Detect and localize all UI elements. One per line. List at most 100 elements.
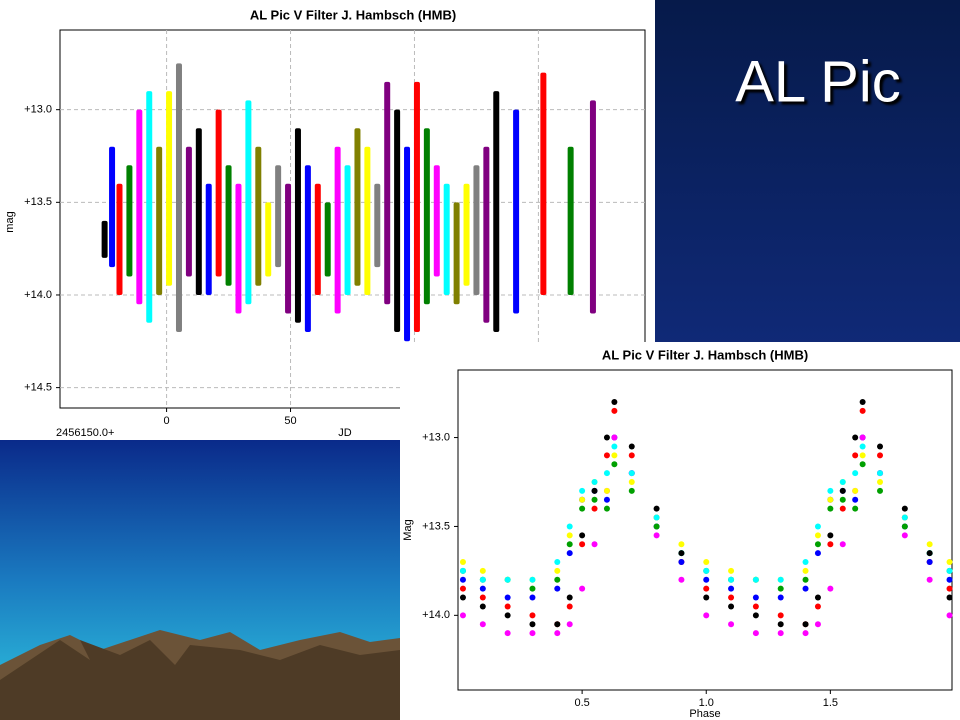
point — [603, 434, 610, 441]
point — [479, 603, 486, 610]
point — [529, 621, 536, 628]
chart-title: AL Pic V Filter J. Hambsch (HMB) — [602, 347, 808, 362]
point — [504, 594, 511, 601]
point — [839, 487, 846, 494]
range-bar — [354, 128, 361, 286]
point — [703, 612, 710, 619]
x-tick-label: 1.0 — [699, 697, 714, 709]
point — [678, 541, 685, 548]
point — [479, 585, 486, 592]
point — [777, 576, 784, 583]
x-tick-label: 0.5 — [574, 697, 589, 709]
point — [591, 479, 598, 485]
point — [591, 541, 598, 548]
point — [728, 621, 735, 628]
point — [802, 576, 809, 583]
point — [459, 594, 466, 601]
point — [459, 567, 466, 574]
range-bar — [453, 202, 460, 305]
range-bar — [215, 109, 222, 277]
range-bar — [116, 183, 123, 295]
point — [728, 576, 735, 583]
point — [877, 487, 884, 494]
point — [777, 594, 784, 601]
point — [728, 603, 735, 610]
range-bar — [344, 165, 351, 295]
mountain-shadow — [0, 640, 400, 720]
point — [529, 612, 536, 619]
range-bar — [413, 81, 420, 333]
point — [901, 505, 908, 512]
point — [554, 630, 561, 637]
y-tick-label: +14.5 — [24, 382, 52, 394]
point — [703, 576, 710, 583]
point — [901, 514, 908, 521]
point — [802, 630, 809, 637]
point — [752, 594, 759, 601]
y-tick-label: +13.0 — [24, 104, 52, 116]
range-bar — [334, 146, 341, 314]
point — [591, 496, 598, 503]
point — [678, 576, 685, 583]
y-tick-label: +14.0 — [422, 609, 450, 621]
point — [728, 594, 735, 601]
x-tick-label: 0 — [164, 415, 170, 427]
point — [603, 496, 610, 503]
x-tick-label: 1.5 — [823, 697, 838, 709]
point — [839, 505, 846, 512]
point — [752, 630, 759, 637]
point — [566, 541, 573, 548]
point — [459, 585, 466, 592]
point — [852, 470, 859, 477]
point — [579, 487, 586, 494]
point — [554, 585, 561, 592]
point — [554, 567, 561, 574]
point — [852, 452, 859, 459]
point — [877, 443, 884, 450]
point — [603, 452, 610, 459]
point — [611, 399, 618, 405]
y-tick-label: +13.0 — [422, 431, 450, 443]
range-bar — [109, 146, 116, 268]
range-bar — [433, 165, 440, 277]
point — [814, 594, 821, 601]
range-bar — [483, 146, 490, 323]
chart-2: AL Pic V Filter J. Hambsch (HMB) Mag Pha… — [400, 342, 960, 720]
y-axis-label: Mag — [402, 519, 414, 540]
point — [459, 612, 466, 619]
point — [946, 585, 953, 592]
point — [603, 470, 610, 477]
point — [566, 621, 573, 628]
point — [859, 461, 866, 468]
point — [603, 487, 610, 494]
range-bar — [225, 165, 232, 286]
x-axis-label: Phase — [689, 708, 720, 720]
point — [611, 407, 618, 414]
point — [852, 496, 859, 503]
slide-title: AL Pic — [735, 49, 900, 114]
point — [459, 576, 466, 583]
point — [579, 541, 586, 548]
point — [653, 532, 660, 539]
point — [579, 532, 586, 539]
y-tick-label: +14.0 — [24, 289, 52, 301]
point — [728, 567, 735, 574]
range-bar — [255, 146, 262, 286]
point — [566, 523, 573, 530]
point — [877, 452, 884, 459]
point — [814, 550, 821, 557]
point — [852, 487, 859, 494]
point — [946, 567, 953, 574]
range-bar — [136, 109, 143, 305]
range-bar — [285, 183, 292, 314]
point — [814, 621, 821, 628]
point — [628, 479, 635, 485]
point — [479, 621, 486, 628]
point — [946, 612, 953, 619]
y-tick-label: +13.5 — [422, 520, 450, 532]
point — [529, 585, 536, 592]
range-bar — [589, 100, 596, 314]
point — [529, 576, 536, 583]
point — [802, 585, 809, 592]
point — [479, 594, 486, 601]
